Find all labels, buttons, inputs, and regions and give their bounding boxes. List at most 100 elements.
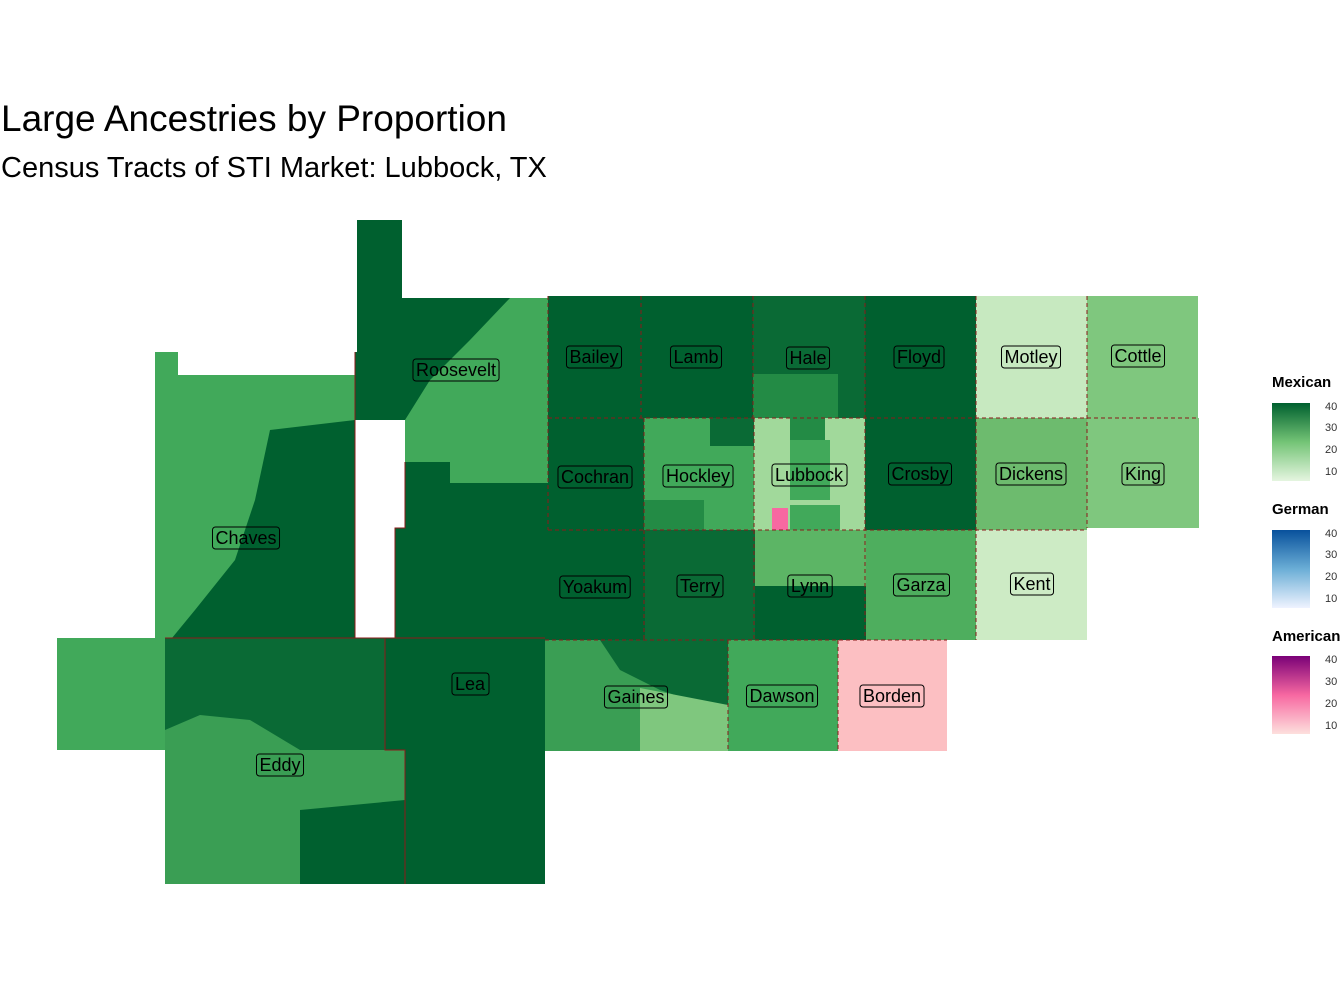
legend-german: German 40 30 20 10 <box>1272 501 1337 608</box>
county-label-box <box>662 464 734 488</box>
county-terry[interactable] <box>645 530 755 640</box>
nm-counties <box>57 220 548 884</box>
legend-colorbar-german <box>1272 530 1310 608</box>
county-label-box <box>745 684 819 708</box>
county-label-bailey: Bailey <box>565 345 623 369</box>
county-motley[interactable] <box>976 296 1087 418</box>
county-lamb[interactable] <box>641 296 753 418</box>
county-dickens[interactable] <box>976 418 1087 530</box>
county-label-borden: Borden <box>859 684 925 708</box>
county-label-text: Borden <box>863 686 921 706</box>
tract-gaines-north <box>600 640 728 705</box>
county-label-box <box>451 672 490 696</box>
map-subtitle: Census Tracts of STI Market: Lubbock, TX <box>1 152 547 184</box>
tract-lynn-south <box>755 586 866 640</box>
county-label-text: Lamb <box>673 347 718 367</box>
tract-roosevelt-west <box>355 220 510 420</box>
county-label-text: Hockley <box>666 466 730 486</box>
legend: Mexican 40 30 20 10 German 40 30 20 10 A… <box>1272 374 1340 734</box>
county-label-box <box>255 753 305 777</box>
county-cottle[interactable] <box>1087 296 1198 418</box>
tract-gaines-southeast <box>640 688 728 751</box>
county-label-box <box>211 526 281 550</box>
county-label-box <box>787 574 833 598</box>
legend-tick: 20 <box>1325 571 1337 583</box>
legend-tick: 40 <box>1325 528 1337 540</box>
county-label-box <box>785 346 831 370</box>
county-bailey[interactable] <box>548 296 641 418</box>
county-label-box <box>565 345 623 369</box>
legend-tick: 30 <box>1325 422 1337 434</box>
legend-tick: 10 <box>1325 720 1337 732</box>
county-label-box <box>559 575 631 599</box>
county-label-chaves: Chaves <box>211 526 281 550</box>
county-king[interactable] <box>1087 418 1199 528</box>
legend-american: American 40 30 20 10 <box>1272 628 1340 734</box>
legend-tick: 40 <box>1325 654 1337 666</box>
county-label-box <box>1000 345 1062 369</box>
county-label-text: Yoakum <box>563 577 627 597</box>
county-label-roosevelt: Roosevelt <box>412 358 500 382</box>
county-label-terry: Terry <box>676 574 724 598</box>
tract-chaves-east <box>172 420 355 638</box>
legend-tick: 20 <box>1325 698 1337 710</box>
tract-hale-south <box>753 374 838 418</box>
county-crosby[interactable] <box>865 418 976 530</box>
county-label-box <box>1110 344 1166 368</box>
county-label-text: Dickens <box>999 464 1063 484</box>
county-label-box <box>893 345 945 369</box>
map-title: Large Ancestries by Proportion <box>1 98 507 139</box>
county-label-box <box>1121 462 1165 486</box>
county-label-hockley: Hockley <box>662 464 734 488</box>
tract-lubbock-north <box>790 418 825 440</box>
county-label-box <box>887 462 953 486</box>
county-label-box <box>771 463 848 487</box>
county-yoakum[interactable] <box>545 530 645 640</box>
tract-eddy-southeast <box>300 800 405 884</box>
county-label-text: Lea <box>455 674 486 694</box>
county-label-box <box>995 462 1067 486</box>
county-label-dickens: Dickens <box>995 462 1067 486</box>
county-label-text: Floyd <box>897 347 941 367</box>
county-label-kent: Kent <box>1009 572 1055 596</box>
county-borden[interactable] <box>838 640 947 751</box>
county-label-text: Chaves <box>215 528 276 548</box>
county-label-text: Kent <box>1013 574 1050 594</box>
county-label-box <box>669 345 723 369</box>
county-floyd[interactable] <box>865 296 976 418</box>
tract-lubbock-american <box>772 508 788 530</box>
county-garza[interactable] <box>866 530 976 640</box>
county-label-text: Lynn <box>791 576 829 596</box>
county-label-box <box>557 465 633 489</box>
county-label-text: Motley <box>1004 347 1057 367</box>
county-label-text: Crosby <box>891 464 948 484</box>
county-cochran[interactable] <box>548 418 644 530</box>
county-label-text: Bailey <box>569 347 618 367</box>
county-label-hale: Hale <box>785 346 831 370</box>
legend-title-mexican: Mexican <box>1272 374 1331 391</box>
legend-tick: 20 <box>1325 444 1337 456</box>
county-label-eddy: Eddy <box>255 753 305 777</box>
county-label-text: Cochran <box>561 467 629 487</box>
county-label-text: King <box>1125 464 1161 484</box>
legend-title-german: German <box>1272 501 1329 518</box>
county-label-text: Terry <box>680 576 720 596</box>
county-label-gaines: Gaines <box>603 685 669 709</box>
county-kent[interactable] <box>976 530 1087 640</box>
legend-tick: 30 <box>1325 549 1337 561</box>
legend-tick: 40 <box>1325 401 1337 413</box>
county-label-box <box>412 358 500 382</box>
county-label-box <box>859 684 925 708</box>
tract-lubbock-center <box>790 440 830 500</box>
tx-counties <box>545 296 1199 751</box>
county-labels: Roosevelt Chaves Eddy Lea Bailey Lamb Hale Floy… <box>211 344 1166 777</box>
tract-eddy-north <box>165 638 385 750</box>
county-label-box <box>892 573 950 597</box>
legend-mexican: Mexican 40 30 20 10 <box>1272 374 1337 481</box>
county-label-box <box>603 685 669 709</box>
county-label-crosby: Crosby <box>887 462 953 486</box>
county-label-garza: Garza <box>892 573 950 597</box>
county-label-text: Dawson <box>749 686 814 706</box>
county-label-motley: Motley <box>1000 345 1062 369</box>
